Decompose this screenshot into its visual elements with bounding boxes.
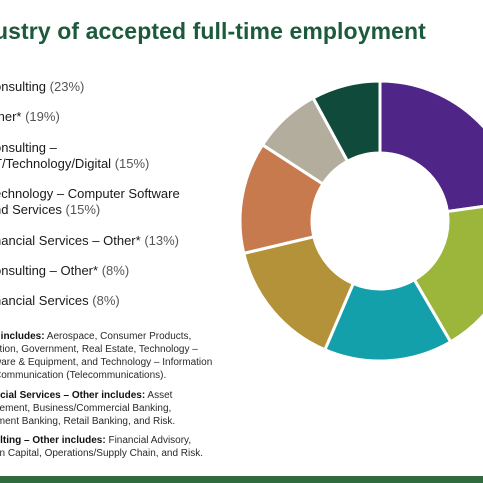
footnote-text: gement, Business/Commercial Banking, xyxy=(0,403,172,414)
legend-percent: (19%) xyxy=(25,109,60,124)
footnote-label: r includes: xyxy=(0,331,45,342)
chart-title: ustry of accepted full-time employment xyxy=(0,18,426,44)
bottom-accent-bar xyxy=(0,476,483,483)
legend-entry-consulting-tech: onsulting – T/Technology/Digital (15%) xyxy=(0,140,254,172)
legend-label: onsulting xyxy=(0,79,47,94)
footnote-other: r includes: Aerospace, Consumer Products… xyxy=(0,330,256,382)
legend-label-line1: echnology – Computer Software xyxy=(0,186,180,201)
footnote-label: ulting – Other includes: xyxy=(0,435,106,446)
legend-label: nancial Services – Other* xyxy=(0,233,141,248)
legend-percent: (8%) xyxy=(101,263,130,278)
footnote-text: an Capital, Operations/Supply Chain, and… xyxy=(0,448,204,459)
footnote-label: ncial Services – Other includes: xyxy=(0,390,146,401)
legend-entry-financial-other: nancial Services – Other* (13%) xyxy=(0,233,254,249)
legend-label: onsulting – Other* xyxy=(0,263,99,278)
legend-label-line1: onsulting – xyxy=(0,140,57,155)
footnote-text: tment Banking, Retail Banking, and Risk. xyxy=(0,416,176,427)
legend-percent: (15%) xyxy=(114,156,150,171)
legend-entry-financial-services: nancial Services (8%) xyxy=(0,293,254,309)
footnote-text: ware & Equipment, and Technology – Infor… xyxy=(0,357,213,368)
donut-slice-financial-services xyxy=(311,79,382,164)
footnote-text: Communication (Telecommunications). xyxy=(0,370,167,381)
legend-entry-other: ther* (19%) xyxy=(0,109,254,125)
legend-percent: (8%) xyxy=(92,293,120,308)
legend-percent: (15%) xyxy=(65,202,101,217)
legend-entry-technology-software: echnology – Computer Software nd Service… xyxy=(0,186,254,218)
legend-percent: (13%) xyxy=(144,233,179,248)
legend-entry-consulting: onsulting (23%) xyxy=(0,79,254,95)
footnote-text: Asset xyxy=(145,390,173,401)
legend-label-line2: T/Technology/Digital xyxy=(0,156,112,171)
footnote-financial-other: ncial Services – Other includes: Asset g… xyxy=(0,389,256,428)
footnote-text: ation, Government, Real Estate, Technolo… xyxy=(0,344,198,355)
donut-slice-consulting xyxy=(378,79,483,214)
legend-label: nancial Services xyxy=(0,293,89,308)
legend-entry-consulting-other: onsulting – Other* (8%) xyxy=(0,263,254,279)
footnote-text: Financial Advisory, xyxy=(105,435,192,446)
legend-label: ther* xyxy=(0,109,22,124)
footnote-consulting-other: ulting – Other includes: Financial Advis… xyxy=(0,434,256,460)
legend-percent: (23%) xyxy=(49,79,85,94)
legend-label-line2: nd Services xyxy=(0,202,62,217)
footnote-text: Aerospace, Consumer Products, xyxy=(44,331,192,342)
